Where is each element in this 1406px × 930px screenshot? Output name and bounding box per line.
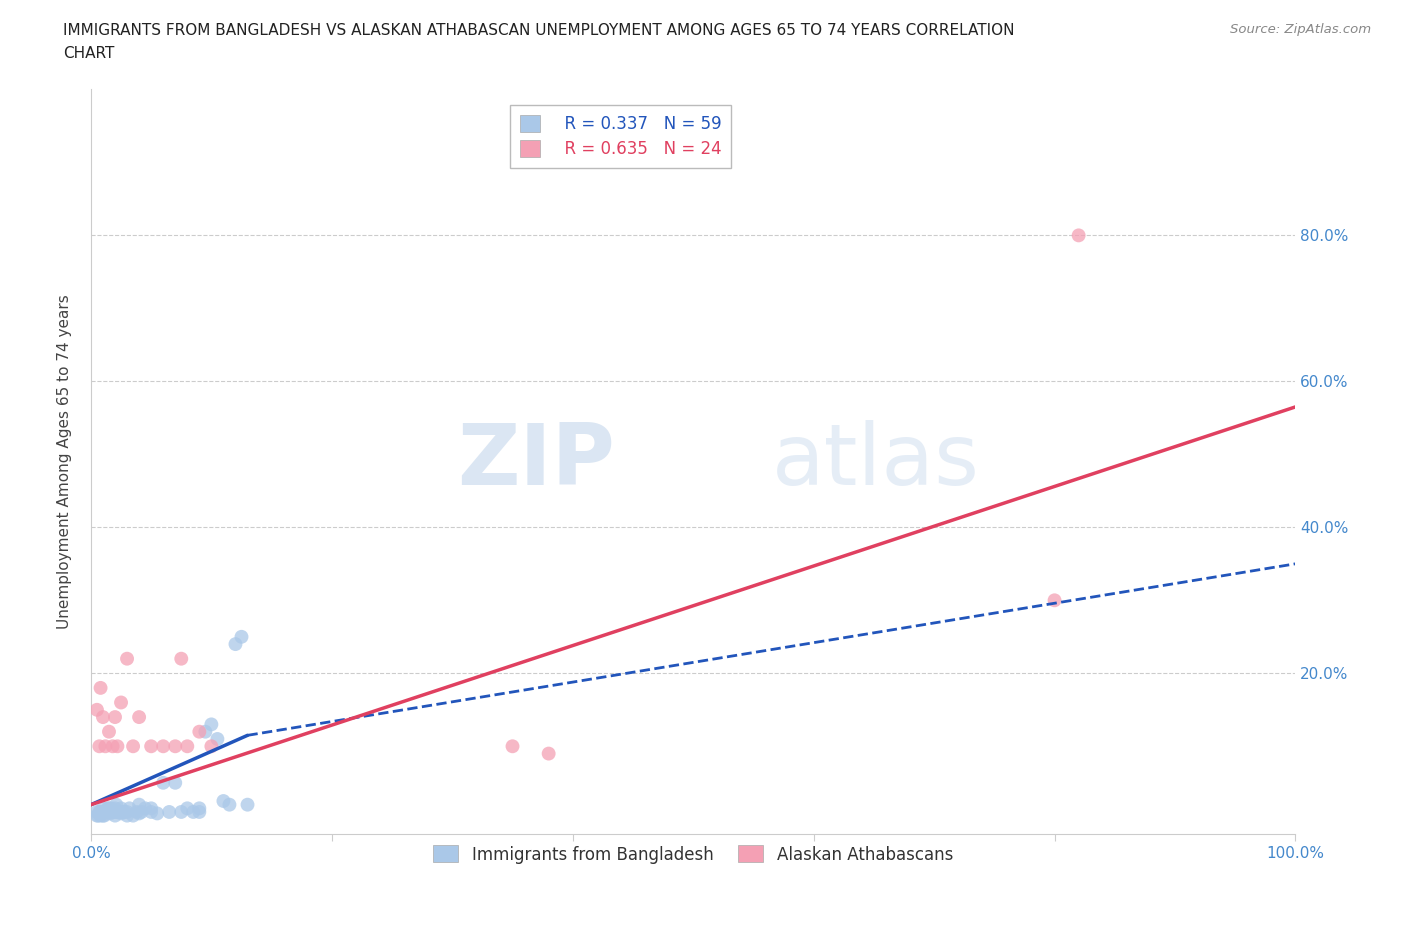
Point xyxy=(97,801,120,816)
Point xyxy=(86,804,108,819)
Point xyxy=(90,804,112,819)
Point xyxy=(231,630,253,644)
Text: CHART: CHART xyxy=(63,46,115,61)
Point xyxy=(114,804,136,819)
Point xyxy=(91,801,114,816)
Point xyxy=(115,808,138,823)
Point xyxy=(110,801,132,816)
Point xyxy=(86,702,108,717)
Point xyxy=(128,710,150,724)
Point xyxy=(128,806,150,821)
Point xyxy=(131,804,153,819)
Point xyxy=(537,746,560,761)
Point xyxy=(128,797,150,812)
Point xyxy=(94,738,117,753)
Point xyxy=(94,804,117,819)
Point xyxy=(91,804,114,819)
Point xyxy=(502,738,524,753)
Point xyxy=(207,732,229,747)
Point xyxy=(165,738,187,753)
Point xyxy=(93,808,115,823)
Point xyxy=(170,804,193,819)
Point xyxy=(108,804,131,819)
Point xyxy=(218,797,240,812)
Point xyxy=(107,804,129,819)
Point xyxy=(98,801,121,816)
Point xyxy=(107,738,129,753)
Point xyxy=(118,801,141,816)
Point xyxy=(104,710,127,724)
Text: Source: ZipAtlas.com: Source: ZipAtlas.com xyxy=(1230,23,1371,36)
Point xyxy=(87,808,110,823)
Point xyxy=(1067,228,1090,243)
Point xyxy=(90,804,112,819)
Point xyxy=(165,776,187,790)
Point xyxy=(89,804,111,819)
Point xyxy=(110,695,132,710)
Point xyxy=(86,808,108,823)
Point xyxy=(90,681,112,696)
Point xyxy=(90,808,112,823)
Point xyxy=(152,738,174,753)
Point xyxy=(122,808,145,823)
Point xyxy=(224,637,246,652)
Point xyxy=(157,804,180,819)
Point xyxy=(104,801,127,816)
Point xyxy=(134,801,156,816)
Point xyxy=(115,804,138,819)
Point xyxy=(115,651,138,666)
Point xyxy=(91,808,114,823)
Point xyxy=(98,806,121,821)
Point xyxy=(181,804,204,819)
Legend: Immigrants from Bangladesh, Alaskan Athabascans: Immigrants from Bangladesh, Alaskan Atha… xyxy=(426,839,960,870)
Point xyxy=(141,738,163,753)
Point xyxy=(90,806,112,821)
Point xyxy=(200,738,222,753)
Point xyxy=(170,651,193,666)
Point xyxy=(141,804,163,819)
Point xyxy=(105,797,128,812)
Point xyxy=(100,801,122,816)
Point xyxy=(152,776,174,790)
Y-axis label: Unemployment Among Ages 65 to 74 years: Unemployment Among Ages 65 to 74 years xyxy=(58,294,72,629)
Point xyxy=(188,724,211,739)
Point xyxy=(89,738,111,753)
Point xyxy=(212,793,235,808)
Point xyxy=(188,801,211,816)
Point xyxy=(96,804,118,818)
Point xyxy=(101,804,124,819)
Point xyxy=(176,801,198,816)
Point xyxy=(122,738,145,753)
Point xyxy=(98,724,121,739)
Point xyxy=(200,717,222,732)
Point xyxy=(101,738,124,753)
Point xyxy=(1043,592,1066,607)
Text: ZIP: ZIP xyxy=(457,420,614,503)
Point xyxy=(104,808,127,823)
Point xyxy=(141,801,163,816)
Point xyxy=(125,804,148,819)
Point xyxy=(188,804,211,819)
Point xyxy=(111,804,134,819)
Text: atlas: atlas xyxy=(772,420,980,503)
Point xyxy=(146,806,169,821)
Point xyxy=(104,804,127,819)
Point xyxy=(110,806,132,821)
Point xyxy=(236,797,259,812)
Point xyxy=(98,804,121,819)
Point xyxy=(91,710,114,724)
Text: IMMIGRANTS FROM BANGLADESH VS ALASKAN ATHABASCAN UNEMPLOYMENT AMONG AGES 65 TO 7: IMMIGRANTS FROM BANGLADESH VS ALASKAN AT… xyxy=(63,23,1015,38)
Point xyxy=(176,738,198,753)
Point xyxy=(194,724,217,739)
Point xyxy=(89,806,111,821)
